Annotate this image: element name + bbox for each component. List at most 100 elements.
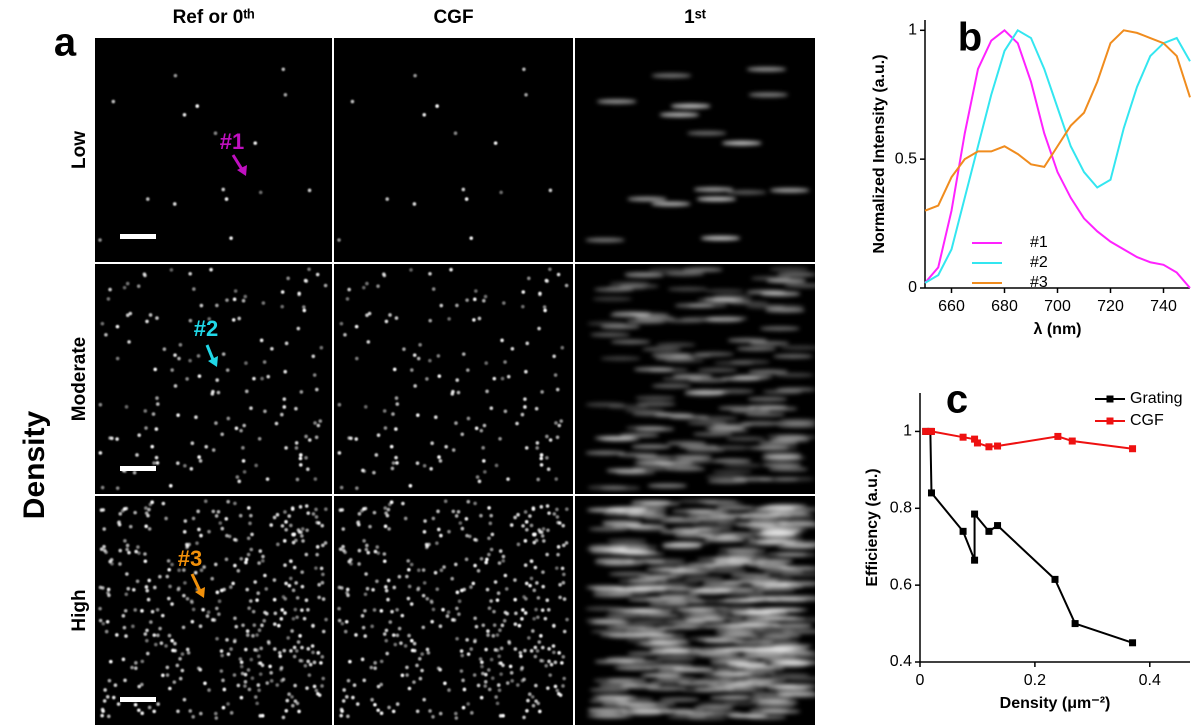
spot <box>144 524 148 529</box>
spot <box>105 695 110 699</box>
spot <box>513 622 518 626</box>
spot <box>546 528 550 533</box>
spot <box>472 673 477 677</box>
image-background <box>95 38 332 262</box>
spot <box>233 289 238 293</box>
streak <box>724 654 765 659</box>
spot <box>506 477 510 481</box>
spot <box>289 523 293 528</box>
spot <box>498 436 502 441</box>
image-background <box>95 264 332 494</box>
streak <box>631 444 672 449</box>
scale-bar <box>120 697 156 702</box>
spot <box>473 638 477 642</box>
spot <box>243 684 247 688</box>
spot <box>345 297 350 301</box>
spots <box>98 67 312 242</box>
spot <box>545 504 550 508</box>
spot <box>341 544 345 549</box>
spot <box>476 683 481 688</box>
spot <box>307 188 312 193</box>
spot <box>407 686 412 691</box>
spot <box>546 686 550 690</box>
spot <box>540 645 545 650</box>
spot <box>537 326 541 331</box>
spot <box>416 413 420 417</box>
spot <box>561 580 566 585</box>
spot <box>262 360 267 364</box>
spot <box>485 587 490 592</box>
spot <box>244 560 248 565</box>
spot <box>430 441 434 446</box>
spot <box>373 661 377 665</box>
spot <box>137 551 141 555</box>
streak <box>736 346 777 351</box>
spot <box>364 547 369 552</box>
streak <box>659 697 700 702</box>
spot <box>176 413 180 417</box>
spot <box>350 99 355 104</box>
spot <box>541 527 546 531</box>
spot <box>287 583 292 588</box>
spot <box>214 514 219 518</box>
legend-marker <box>1106 417 1114 425</box>
spot <box>491 634 496 638</box>
spot <box>379 682 384 687</box>
spot <box>538 292 542 297</box>
streak <box>675 607 716 612</box>
streak <box>640 673 681 678</box>
streak <box>748 610 789 616</box>
streak <box>780 523 821 528</box>
spot <box>199 303 204 308</box>
streak <box>622 659 663 664</box>
spot <box>258 190 263 195</box>
spot <box>156 633 160 638</box>
spot <box>183 463 187 468</box>
spot <box>391 709 396 714</box>
spot <box>386 507 391 512</box>
spot <box>256 683 261 687</box>
spot <box>206 610 211 615</box>
spot <box>164 516 168 521</box>
streak <box>608 592 649 597</box>
spot <box>529 523 534 528</box>
spot <box>219 649 224 653</box>
spot <box>527 636 531 640</box>
spot <box>410 648 415 653</box>
spot <box>225 298 229 302</box>
spot <box>465 533 469 538</box>
spot <box>261 301 266 305</box>
spot <box>134 666 138 671</box>
spot <box>109 557 114 562</box>
spot <box>313 421 317 425</box>
streak <box>641 346 682 352</box>
spot <box>451 448 456 452</box>
spot <box>461 705 466 710</box>
spot <box>198 459 203 463</box>
spot <box>263 610 267 615</box>
spot <box>384 588 389 593</box>
spot <box>436 354 441 358</box>
streak <box>783 283 824 288</box>
spot <box>268 664 272 669</box>
spot <box>207 529 211 534</box>
spot <box>539 453 544 457</box>
spot <box>483 470 487 474</box>
spot <box>265 477 270 481</box>
streak <box>714 389 755 394</box>
spot <box>405 673 409 677</box>
marker-label: #1 <box>220 129 244 154</box>
spot <box>228 585 233 589</box>
spot <box>161 501 166 506</box>
spot <box>272 515 277 520</box>
streak <box>727 646 768 651</box>
spot <box>293 683 297 688</box>
spot <box>489 547 494 552</box>
spot <box>203 499 208 504</box>
spot <box>314 515 319 519</box>
spot <box>537 640 542 644</box>
spot <box>314 507 318 512</box>
spot <box>217 599 222 604</box>
spot <box>412 680 416 684</box>
spot <box>166 596 171 601</box>
